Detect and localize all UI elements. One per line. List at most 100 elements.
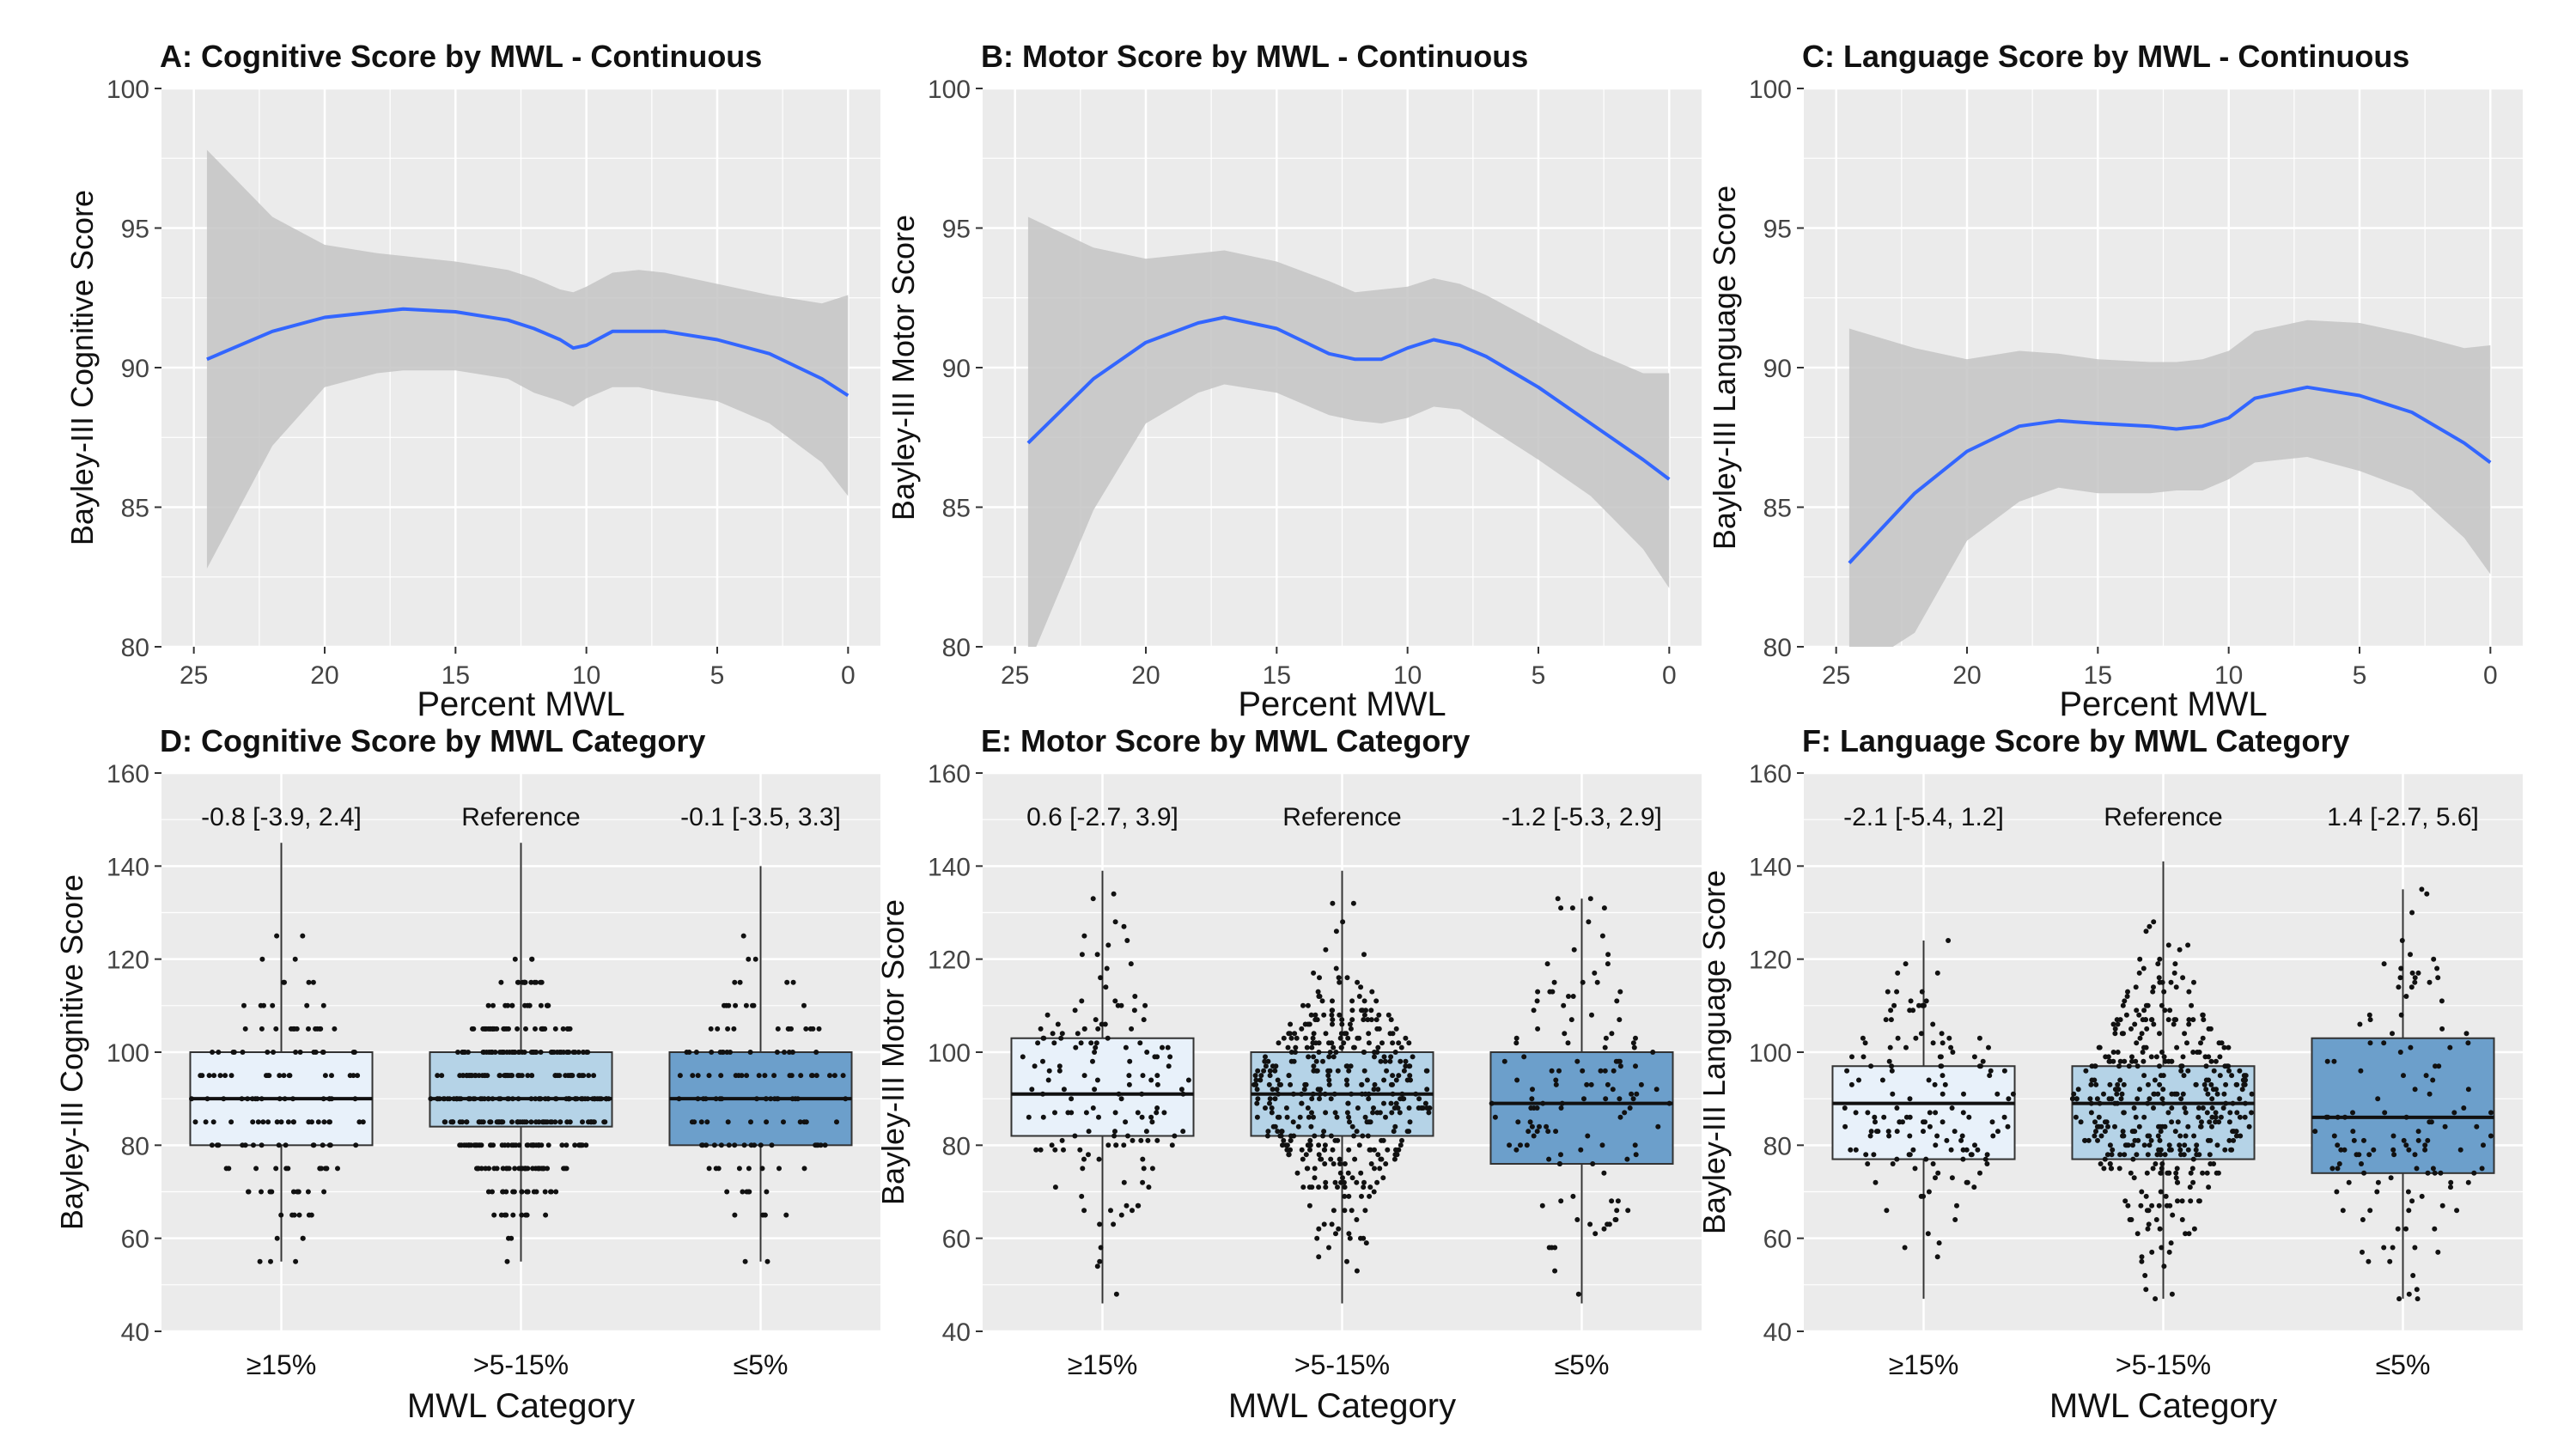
data-point: [1263, 1105, 1268, 1111]
data-point: [1146, 1184, 1152, 1190]
confidence-ribbon: [206, 149, 849, 569]
data-point: [270, 1002, 276, 1008]
data-point: [274, 933, 280, 939]
data-point: [1960, 1110, 1966, 1116]
data-point: [1384, 1068, 1390, 1074]
data-point: [538, 1050, 544, 1055]
data-point: [1038, 1026, 1044, 1032]
data-point: [2195, 1105, 2201, 1111]
data-point: [228, 1073, 234, 1079]
data-point: [1315, 1087, 1321, 1093]
y-tick-label: 140: [928, 853, 971, 881]
data-point: [1401, 1068, 1407, 1074]
data-point: [2381, 1040, 2387, 1046]
data-point: [1601, 905, 1607, 911]
y-tick-label: 60: [121, 1226, 149, 1254]
data-point: [1138, 1137, 1144, 1143]
data-point: [541, 1166, 546, 1172]
y-tick-label: 100: [107, 1039, 149, 1068]
data-point: [516, 1050, 522, 1055]
data-point: [2439, 1026, 2445, 1032]
data-point: [1946, 1035, 1952, 1041]
data-point: [736, 1166, 742, 1172]
data-point: [2151, 984, 2156, 990]
data-point: [1329, 1012, 1335, 1018]
data-point: [1288, 1050, 1294, 1055]
data-point: [1083, 1110, 1089, 1116]
data-point: [2184, 1040, 2189, 1046]
data-point: [1342, 1184, 1348, 1190]
data-point: [1946, 938, 1952, 943]
data-point: [2226, 1068, 2232, 1074]
data-point: [2147, 1133, 2153, 1139]
data-point: [2422, 1147, 2428, 1153]
data-point: [1112, 1110, 1118, 1116]
data-point: [1137, 1040, 1143, 1046]
data-point: [2141, 1073, 2147, 1079]
data-point: [203, 1119, 209, 1125]
data-point: [554, 1050, 560, 1055]
data-point: [1098, 975, 1104, 981]
data-point: [462, 1050, 468, 1055]
data-point: [1376, 1026, 1382, 1032]
data-point: [1960, 1147, 1966, 1153]
data-point: [2162, 1008, 2168, 1014]
data-point: [1261, 1068, 1267, 1074]
data-point: [460, 1073, 466, 1079]
data-point: [2125, 1202, 2131, 1209]
data-point: [2071, 1091, 2077, 1097]
data-point: [1297, 1114, 1303, 1120]
data-point: [2165, 1110, 2171, 1116]
data-point: [2395, 1226, 2401, 1232]
data-point: [1424, 1087, 1430, 1093]
data-point: [1927, 1123, 1933, 1129]
data-point: [1364, 1077, 1370, 1083]
data-point: [1251, 1081, 1258, 1087]
data-point: [2351, 1137, 2357, 1143]
data-point: [1166, 1063, 1172, 1069]
data-point: [1326, 1081, 1332, 1087]
data-point: [1958, 1137, 1964, 1143]
data-point: [2139, 1189, 2145, 1195]
y-tick-label: 120: [928, 947, 971, 975]
data-point: [1617, 1114, 1623, 1120]
data-point: [1121, 1179, 1127, 1185]
data-point: [562, 1166, 568, 1172]
data-point: [1090, 1105, 1096, 1111]
data-point: [350, 1050, 356, 1055]
data-point: [2463, 1031, 2469, 1037]
data-point: [2213, 1114, 2219, 1120]
data-point: [2454, 1208, 2460, 1214]
data-point: [1990, 1133, 1996, 1139]
data-point: [2112, 1087, 2118, 1093]
data-point: [2173, 1170, 2179, 1176]
data-point: [1865, 1110, 1871, 1116]
data-point: [1258, 1073, 1264, 1079]
data-point: [1254, 1100, 1260, 1106]
data-point: [2221, 1044, 2227, 1050]
data-point: [1578, 1147, 1584, 1153]
data-point: [2194, 1152, 2200, 1158]
data-point: [762, 1073, 768, 1079]
data-point: [2115, 1081, 2121, 1087]
data-point: [1380, 1175, 1386, 1181]
data-point: [1337, 1035, 1343, 1041]
data-point: [2098, 1133, 2104, 1139]
data-point: [2208, 1058, 2214, 1064]
data-point: [2185, 1147, 2191, 1153]
data-point: [816, 1026, 822, 1032]
data-point: [2442, 1123, 2448, 1129]
data-point: [2167, 1008, 2173, 1014]
data-point: [475, 1166, 480, 1172]
data-point: [1105, 942, 1111, 948]
data-point: [2139, 1258, 2145, 1264]
data-point: [242, 1026, 248, 1032]
data-point: [210, 1050, 216, 1055]
data-point: [2130, 1142, 2135, 1148]
data-point: [1558, 905, 1564, 911]
estimate-annotation: -0.8 [-3.9, 2.4]: [201, 803, 362, 831]
data-point: [2121, 1133, 2127, 1139]
data-point: [1103, 984, 1109, 990]
data-point: [2412, 1087, 2418, 1093]
data-point: [2181, 1152, 2187, 1158]
